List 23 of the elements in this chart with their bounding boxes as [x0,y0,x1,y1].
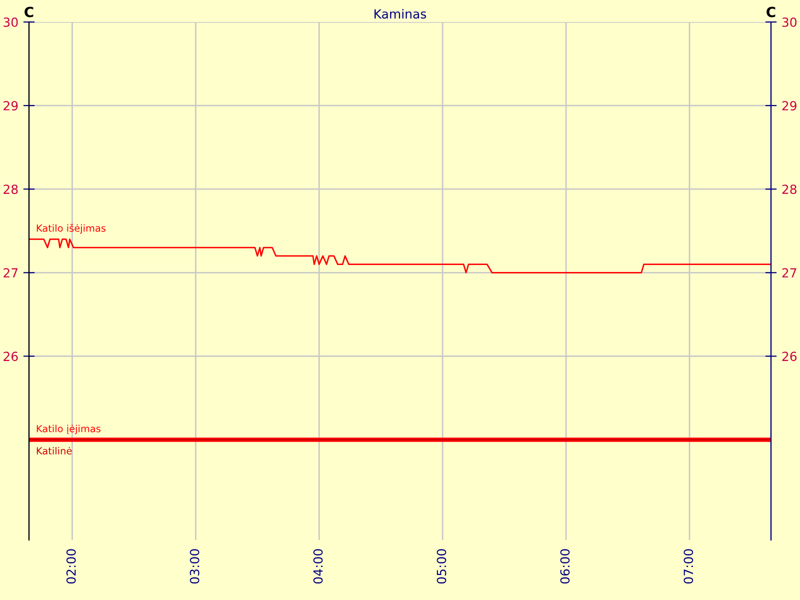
x-tick-label: 02:00 [66,549,76,584]
x-tick-label: 05:00 [436,549,446,584]
y2-tick-label: 28 [782,184,796,194]
y-axis-title: C [24,6,34,18]
y-tick-label: 27 [4,268,18,278]
y2-tick-label: 30 [782,17,796,27]
chart-title: Kaminas [374,8,426,19]
y2-axis-title: C [766,6,776,18]
y2-tick-label: 29 [782,101,796,110]
x-tick-label: 04:00 [313,549,323,584]
y2-tick-label: 27 [782,268,796,278]
x-tick-label: 06:00 [560,549,570,584]
y-tick-label: 29 [4,101,18,110]
y-tick-label: 26 [4,352,18,362]
y2-tick-label: 26 [782,352,797,362]
series-label: Katilo įėjimas [36,424,100,434]
series-label: Katilo išėjimas [36,224,106,234]
y-tick-label: 30 [4,17,18,27]
x-tick-label: 07:00 [684,549,694,584]
x-tick-label: 03:00 [190,549,200,584]
line-series [29,238,771,274]
y-tick-label: 28 [4,184,18,194]
series-label: Katilinė [36,447,72,455]
